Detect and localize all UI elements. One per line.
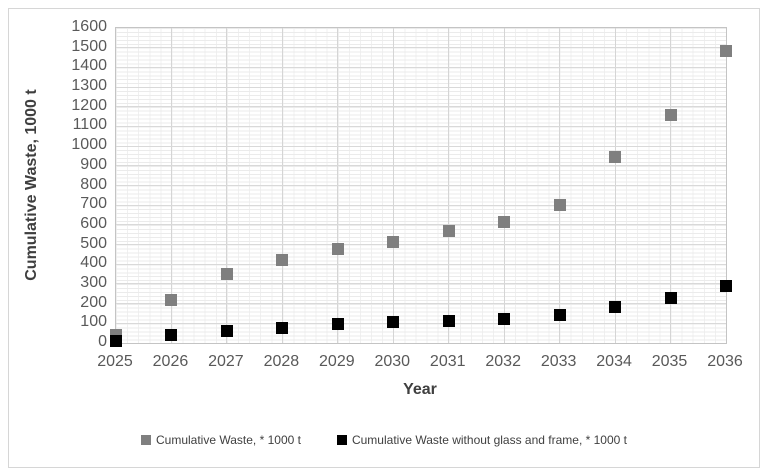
data-point-marker-series2-2027 bbox=[220, 325, 233, 338]
major-horizontal-gridline bbox=[116, 303, 726, 305]
x-tick-label: 2035 bbox=[651, 353, 688, 370]
y-tick-label: 700 bbox=[80, 195, 107, 213]
x-tick-label: 2032 bbox=[485, 353, 521, 370]
data-point-marker-series2-2026 bbox=[165, 329, 178, 342]
x-tick-label: 2034 bbox=[596, 353, 632, 370]
plot-area bbox=[110, 27, 732, 348]
data-point-marker-series2-2028 bbox=[276, 322, 289, 335]
legend-item: Cumulative Waste without glass and frame… bbox=[336, 433, 627, 447]
x-tick-label: 2031 bbox=[429, 353, 466, 370]
data-point-marker-series1-2034 bbox=[609, 150, 622, 163]
y-tick-label: 1000 bbox=[71, 136, 107, 154]
major-horizontal-gridline bbox=[116, 106, 726, 108]
y-tick-label: 600 bbox=[80, 214, 107, 232]
major-horizontal-gridline bbox=[116, 263, 726, 265]
x-tick-label: 2029 bbox=[319, 353, 355, 370]
data-point-marker-series2-2033 bbox=[553, 309, 566, 322]
y-tick-label: 1600 bbox=[71, 18, 107, 35]
major-horizontal-gridline bbox=[116, 244, 726, 246]
data-point-marker-series1-2027 bbox=[220, 268, 233, 281]
major-horizontal-gridline bbox=[116, 165, 726, 167]
y-tick-label: 1200 bbox=[71, 96, 107, 114]
y-tick-label: 200 bbox=[80, 293, 107, 311]
x-tick-label: 2028 bbox=[263, 353, 300, 370]
major-horizontal-gridline bbox=[116, 86, 726, 88]
major-horizontal-gridline bbox=[116, 145, 726, 147]
x-tick-label: 2033 bbox=[540, 353, 577, 370]
y-tick-label: 300 bbox=[80, 273, 107, 291]
major-horizontal-gridline bbox=[116, 204, 726, 206]
y-tick-label: 1100 bbox=[72, 116, 107, 134]
data-point-marker-series1-2031 bbox=[442, 224, 455, 237]
y-tick-label: 900 bbox=[80, 155, 107, 173]
major-horizontal-gridline bbox=[116, 66, 726, 68]
legend-item: Cumulative Waste, * 1000 t bbox=[141, 433, 301, 447]
x-tick-label: 2030 bbox=[374, 353, 411, 370]
data-point-marker-series1-2029 bbox=[331, 242, 344, 255]
y-tick-label: 800 bbox=[80, 175, 107, 193]
data-point-marker-series1-2035 bbox=[664, 108, 677, 121]
major-horizontal-gridline bbox=[116, 125, 726, 127]
data-point-marker-series2-2025 bbox=[110, 335, 122, 348]
major-horizontal-gridline bbox=[116, 283, 726, 285]
data-point-marker-series2-2029 bbox=[331, 318, 344, 331]
y-tick-label: 1400 bbox=[71, 57, 107, 75]
major-horizontal-gridline bbox=[116, 47, 726, 49]
data-point-marker-series1-2028 bbox=[276, 254, 289, 267]
major-horizontal-gridline bbox=[116, 322, 726, 324]
x-tick-label: 2025 bbox=[97, 353, 133, 370]
data-point-marker-series2-2036 bbox=[720, 280, 732, 293]
data-point-marker-series2-2030 bbox=[387, 316, 400, 329]
y-tick-label: 500 bbox=[80, 234, 107, 252]
data-point-marker-series1-2026 bbox=[165, 293, 178, 306]
data-point-marker-series1-2032 bbox=[498, 215, 511, 228]
data-point-marker-series2-2034 bbox=[609, 300, 622, 313]
x-tick-label: 2027 bbox=[208, 353, 244, 370]
x-tick-label: 2026 bbox=[152, 353, 189, 370]
data-point-marker-series1-2033 bbox=[553, 199, 566, 212]
chart-legend: Cumulative Waste, * 1000 t Cumulative Was… bbox=[10, 429, 758, 451]
data-point-marker-series2-2031 bbox=[442, 314, 455, 327]
y-tick-label: 400 bbox=[80, 254, 107, 272]
legend-marker-icon bbox=[141, 435, 151, 445]
y-tick-label: 100 bbox=[80, 313, 107, 331]
legend-item-label: Cumulative Waste, * 1000 t bbox=[156, 433, 301, 447]
x-axis-title: Year bbox=[403, 381, 437, 398]
legend-item-label: Cumulative Waste without glass and frame… bbox=[351, 433, 627, 447]
major-horizontal-gridline bbox=[116, 185, 726, 186]
data-point-marker-series2-2032 bbox=[498, 312, 511, 325]
y-tick-label: 1500 bbox=[71, 37, 107, 55]
legend-marker-icon bbox=[336, 435, 347, 445]
x-tick-label: 2036 bbox=[707, 353, 743, 370]
y-tick-label: 0 bbox=[98, 333, 107, 350]
major-horizontal-gridline bbox=[116, 224, 726, 226]
data-point-marker-series1-2036 bbox=[720, 44, 732, 57]
data-point-marker-series1-2030 bbox=[387, 235, 400, 248]
y-tick-label: 1300 bbox=[71, 77, 107, 95]
data-point-marker-series2-2035 bbox=[664, 292, 677, 305]
